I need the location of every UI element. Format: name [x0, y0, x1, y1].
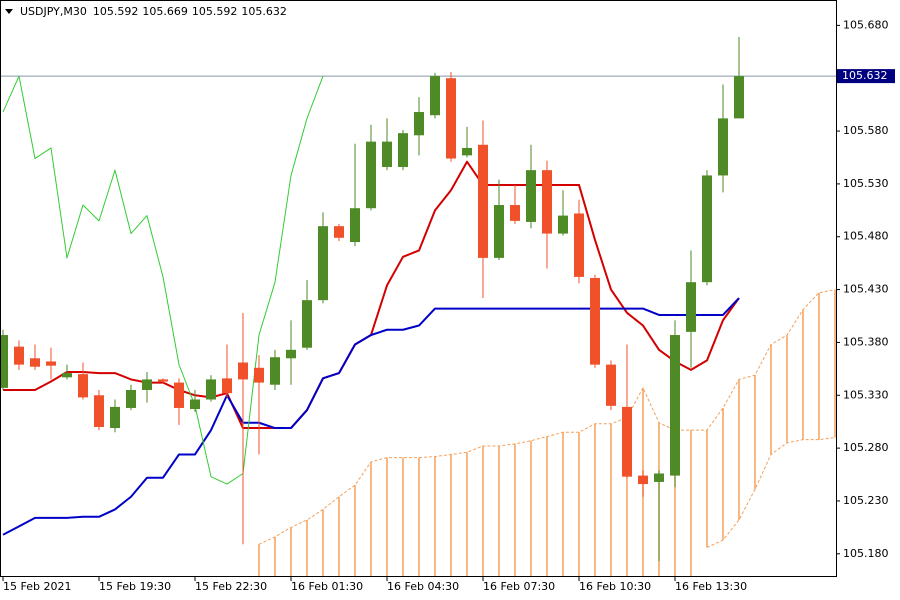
candle-body: [222, 378, 232, 394]
close-value: 105.632: [241, 5, 287, 18]
candle-body: [734, 76, 744, 119]
x-tick-label: 15 Feb 22:30: [195, 580, 267, 593]
candle-body: [270, 357, 280, 385]
x-tick-label: 16 Feb 13:30: [675, 580, 747, 593]
menu-triangle: [5, 9, 13, 14]
candle-body: [350, 208, 360, 243]
cloud-edge: [706, 437, 836, 548]
candle-body: [174, 382, 184, 408]
candle-body: [414, 112, 424, 136]
candle-body: [462, 147, 472, 156]
plot-area: [0, 36, 836, 576]
candle-body: [478, 144, 488, 258]
candle-body: [366, 141, 376, 209]
y-tick-label: 105.480: [843, 230, 889, 243]
symbol: USDJPY,M30: [20, 5, 87, 18]
chart-header: USDJPY,M30 105.592 105.669 105.592 105.632: [20, 5, 287, 18]
candle-body: [286, 349, 296, 359]
candle-body: [382, 141, 392, 167]
candle-body: [0, 335, 8, 388]
indicator-line: [2, 297, 740, 536]
plot-frame: [0, 0, 837, 577]
y-tick-label: 105.430: [843, 283, 889, 296]
candle-body: [126, 389, 136, 408]
high-value: 105.669: [142, 5, 188, 18]
x-tick-label: 16 Feb 01:30: [291, 580, 363, 593]
y-tick-label: 105.230: [843, 494, 889, 507]
candle-body: [238, 362, 248, 380]
open-value: 105.592: [93, 5, 139, 18]
candle-body: [62, 373, 72, 378]
indicator-line: [2, 75, 324, 485]
y-tick-label: 105.530: [843, 177, 889, 190]
candle-body: [638, 475, 648, 485]
candle-body: [78, 374, 88, 398]
candle-body: [622, 406, 632, 477]
candle-body: [446, 78, 456, 159]
candle-body: [510, 205, 520, 221]
price-label-box: [837, 69, 895, 84]
y-tick-label: 105.380: [843, 335, 889, 348]
x-tick-label: 16 Feb 07:30: [483, 580, 555, 593]
candle-body: [206, 379, 216, 400]
candle-body: [318, 226, 328, 301]
candle-body: [574, 213, 584, 277]
y-tick-label: 105.180: [843, 547, 889, 560]
candle-body: [190, 399, 200, 410]
x-tick-label: 15 Feb 2021: [3, 580, 71, 593]
price-label: 105.632: [842, 69, 888, 82]
candle-body: [254, 367, 264, 383]
candle-body: [718, 118, 728, 176]
candle-body: [14, 346, 24, 365]
candle-body: [302, 300, 312, 348]
candle-body: [334, 226, 344, 238]
cloud-edge: [258, 289, 836, 545]
x-tick-label: 16 Feb 10:30: [579, 580, 651, 593]
candle-body: [94, 395, 104, 427]
candle-body: [670, 335, 680, 476]
candle-body: [110, 406, 120, 429]
candle-body: [590, 277, 600, 365]
candle-body: [558, 215, 568, 234]
x-tick-label: 15 Feb 19:30: [99, 580, 171, 593]
low-value: 105.592: [192, 5, 238, 18]
candle-body: [702, 175, 712, 283]
candle-body: [494, 205, 504, 258]
y-tick-label: 105.330: [843, 388, 889, 401]
candle-body: [686, 282, 696, 332]
candle-body: [46, 361, 56, 366]
candle-body: [142, 379, 152, 390]
candle-body: [606, 364, 616, 406]
candle-body: [158, 379, 168, 382]
candle-body: [398, 133, 408, 167]
x-tick-label: 16 Feb 04:30: [387, 580, 459, 593]
candle-body: [542, 170, 552, 234]
y-tick-label: 105.680: [843, 18, 889, 31]
y-tick-label: 105.580: [843, 124, 889, 137]
y-tick-label: 105.280: [843, 441, 889, 454]
candle-body: [526, 170, 536, 222]
candle-body: [654, 473, 664, 482]
candle-body: [30, 358, 40, 367]
candle-body: [430, 76, 440, 116]
